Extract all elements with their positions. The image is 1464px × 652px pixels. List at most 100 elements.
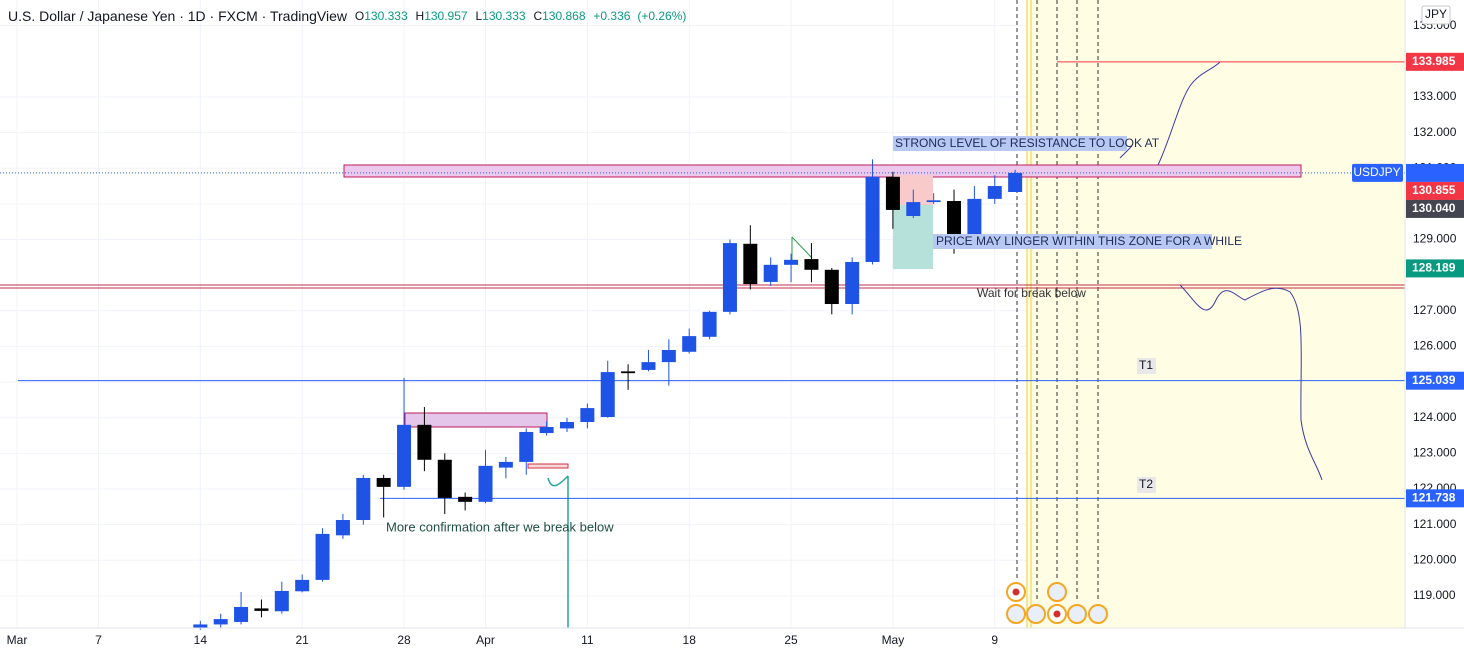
candle-body: [641, 362, 656, 370]
candle-body: [315, 533, 330, 580]
candle-body: [702, 311, 717, 337]
annotation: STRONG LEVEL OF RESISTANCE TO LOOK AT: [895, 136, 1160, 150]
event-icon: [1053, 610, 1061, 618]
x-tick-label: 28: [397, 633, 411, 647]
price-label-box: [1406, 371, 1464, 390]
candle-body: [784, 259, 799, 265]
session-lines: [1016, 0, 1099, 600]
y-tick-label: 123.000: [1413, 446, 1457, 460]
event-icon: [1067, 604, 1087, 624]
currency: JPY: [1425, 7, 1447, 21]
price-label: 125.039: [1412, 373, 1456, 387]
candle-body: [804, 259, 819, 270]
candle-body: [559, 421, 574, 429]
candle-body: [1008, 172, 1023, 192]
candle-body: [987, 186, 1002, 199]
candle-body: [519, 431, 534, 462]
events: [1006, 582, 1108, 624]
x-tick-label: 9: [991, 633, 998, 647]
event-icon: [1012, 588, 1020, 596]
candle-body: [621, 371, 636, 374]
annotation: More confirmation after we break below: [386, 519, 614, 534]
small-zone: [527, 463, 569, 469]
candle-body: [539, 426, 554, 434]
candle-body: [722, 243, 737, 312]
event-icon: [1047, 582, 1067, 602]
x-tick-label: 14: [194, 633, 208, 647]
event-icon: [1006, 604, 1026, 624]
price-label-box: [1406, 199, 1464, 218]
price-label-box: [1406, 259, 1464, 278]
teal-curve: [547, 475, 569, 487]
event-icon: [1088, 604, 1108, 624]
price-marker: [1406, 163, 1464, 182]
candle-body: [906, 202, 921, 216]
projection-down: [1179, 284, 1323, 481]
y-tick-label: 129.000: [1413, 232, 1457, 246]
close: 130.868: [542, 9, 586, 23]
y-tick-label: 126.000: [1413, 339, 1457, 353]
x-tick-label: 18: [683, 633, 697, 647]
price-label-box: [1406, 181, 1464, 200]
candle-body: [926, 200, 941, 203]
candle-body: [376, 477, 391, 487]
x-tick-label: 11: [581, 633, 594, 647]
x-tick-label: 21: [296, 633, 310, 647]
candle-body: [967, 198, 982, 239]
annotation-box: [893, 136, 1127, 151]
x-tick-label: 25: [784, 633, 798, 647]
candle-body: [845, 261, 860, 305]
high: 130.957: [424, 9, 468, 23]
y-tick-label: 121.000: [1413, 517, 1457, 531]
price-label: 130.855: [1412, 183, 1456, 197]
symbol-label-box: [1352, 163, 1403, 182]
header: U.S. Dollar / Japanese Yen · 1D · FXCM ·…: [8, 8, 686, 24]
annotation: Wait for break below: [977, 286, 1086, 300]
candle-body: [295, 579, 310, 592]
low: 130.333: [482, 9, 526, 23]
label-box: [1137, 358, 1156, 374]
price-label: 128.189: [1412, 261, 1456, 275]
y-tick-label: 119.000: [1413, 588, 1456, 602]
candle-body: [661, 349, 676, 363]
candle-body: [193, 624, 208, 628]
y-tick-label: 127.000: [1413, 303, 1457, 317]
symbol-label: USDJPY: [1353, 165, 1400, 179]
annotation: T1: [1139, 358, 1153, 372]
x-tick-label: May: [882, 633, 905, 647]
candle-body: [254, 608, 269, 611]
x-tick-label: 7: [95, 633, 102, 647]
price-lines: [0, 61, 1405, 499]
supply-zone: [404, 412, 548, 428]
open: 130.333: [364, 9, 408, 23]
candle-body: [274, 590, 289, 612]
candle-body: [498, 461, 513, 468]
candle-body: [743, 243, 758, 285]
change-pct: (+0.26%): [637, 9, 686, 23]
symbol: U.S. Dollar / Japanese Yen · 1D · FXCM ·…: [8, 8, 348, 24]
annotation-box: [933, 234, 1212, 249]
annotation: T2: [1139, 477, 1153, 491]
candle-body: [397, 424, 412, 487]
candle-body: [458, 496, 473, 502]
candle-body: [865, 176, 880, 262]
change: +0.336: [593, 9, 630, 23]
price-label: 133.985: [1412, 54, 1456, 68]
event-icon: [1026, 604, 1046, 624]
candle-body: [600, 372, 615, 418]
candle-body: [417, 424, 432, 460]
candle-body: [478, 465, 493, 502]
candle-body: [234, 606, 249, 622]
label-box: [1137, 477, 1156, 493]
candle-body: [947, 201, 962, 239]
y-tick-label: 133.000: [1413, 89, 1457, 103]
candle-body: [437, 459, 452, 498]
y-tick-label: 124.000: [1413, 410, 1457, 424]
y-axis: 119.000120.000121.000122.000123.000124.0…: [1352, 18, 1464, 602]
annotation: PRICE MAY LINGER WITHIN THIS ZONE FOR A …: [936, 234, 1242, 248]
y-tick-label: 132.000: [1413, 125, 1457, 139]
y-tick-label: 120.000: [1413, 552, 1457, 566]
currency-box: [1421, 5, 1451, 25]
projection-up: [1119, 61, 1221, 166]
